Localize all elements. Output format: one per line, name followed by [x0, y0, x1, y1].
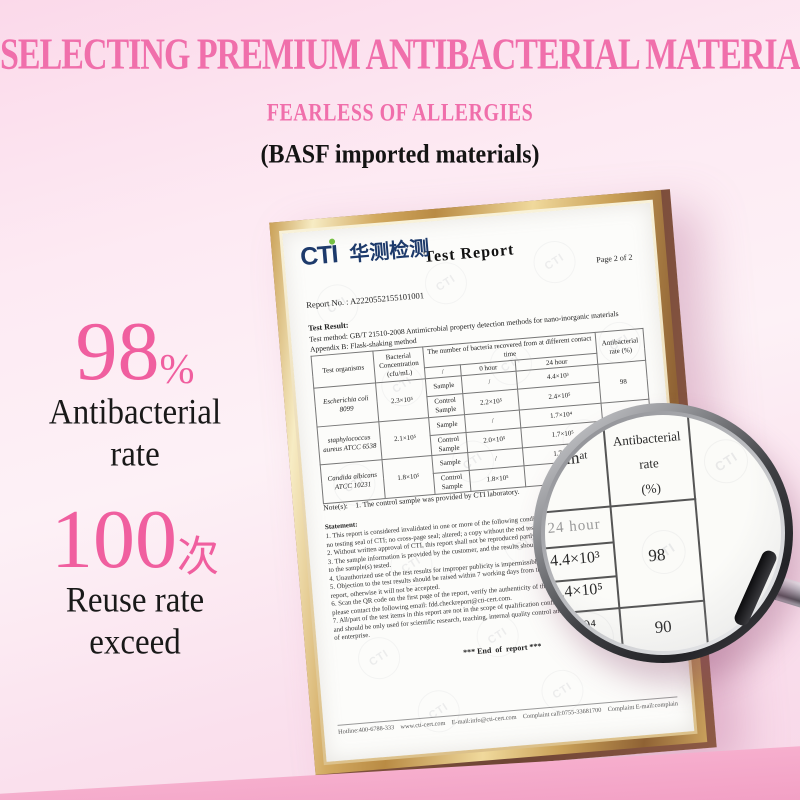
lens-row-24hour: 24 hour — [546, 516, 602, 538]
lens-row-value: 4.4×10³ — [549, 548, 601, 570]
cti-logo-text: CTI — [299, 238, 339, 272]
rate-cell: 98 — [597, 360, 649, 403]
stat-label: Antibacterial rate — [10, 392, 260, 476]
material-note: (BASF imported materials) — [260, 140, 540, 170]
stat-label-line2: exceed — [89, 622, 181, 662]
certificate-footer: Hotline:400-6788-333 www.cti-cert.com E-… — [337, 696, 679, 736]
col-concentration: Bacterial Concentration (cfu/mL) — [372, 346, 426, 384]
organism-cell: staphylococcus aureus ATCC 6538 — [317, 421, 382, 466]
stat-label: Reuse rate exceed — [10, 580, 260, 664]
lens-row-value: 2.4×10⁵ — [551, 580, 604, 602]
concentration-cell: 2.1×10⁵ — [378, 417, 432, 460]
stat-number: 98 — [75, 305, 160, 398]
stat-label-line1: Antibacterial — [48, 392, 222, 432]
grid-line — [545, 599, 706, 618]
cti-logo-chinese: 华测检测 — [348, 237, 431, 267]
partial-text: rom — [551, 448, 581, 470]
partial-header-text: romat — [551, 447, 588, 470]
rate-column-header: Antibacterial rate (%) — [604, 422, 694, 504]
cti-letters: CTI — [299, 240, 339, 272]
lens-rate-value: 90 — [653, 616, 673, 638]
lens-rate-value: 98 — [647, 544, 667, 566]
stat-reuse-rate: 100次 Reuse rate exceed — [10, 498, 260, 662]
magnifying-glass: CTI CTI CTI romat Antibacterial rate (%) 2… — [533, 403, 793, 663]
organism-cell: Candida albicans ATCC 10231 — [320, 459, 386, 504]
concentration-cell: 2.3×10⁵ — [375, 379, 429, 422]
stat-value: 98% — [10, 310, 260, 394]
statement-heading: Statement: — [324, 520, 358, 532]
headline: SELECTING PREMIUM ANTIBACTERIAL MATERIAL… — [0, 30, 800, 79]
cti-watermark-icon: CTI — [695, 430, 757, 492]
stat-antibacterial-rate: 98% Antibacterial rate — [10, 310, 260, 474]
stat-label-line2: rate — [110, 434, 160, 474]
stat-label-line1: Reuse rate — [65, 580, 205, 620]
partial-text-sup: at — [578, 449, 588, 462]
stat-unit: % — [159, 347, 195, 393]
col-antibacterial-rate: Antibacterial rate (%) — [595, 328, 646, 365]
watermark-layer: CTI CTI CTI CTI CTI CTI CTI CTI CTI CTI CTI CTI CTI C… — [282, 203, 663, 741]
col-test-organisms: Test organisms — [311, 351, 376, 389]
stat-unit: 次 — [176, 535, 219, 581]
page-indicator: Page 2 of 2 — [595, 252, 633, 265]
cti-watermark-icon: CTI — [409, 682, 468, 741]
concentration-cell: 1.8×10⁵ — [381, 455, 435, 499]
subheadline: FEARLESS OF ALLERGIES — [266, 99, 534, 127]
organism-cell: Escherichia coli 8099 — [313, 383, 379, 427]
stat-number: 100 — [50, 493, 177, 586]
stat-value: 100次 — [10, 498, 260, 582]
